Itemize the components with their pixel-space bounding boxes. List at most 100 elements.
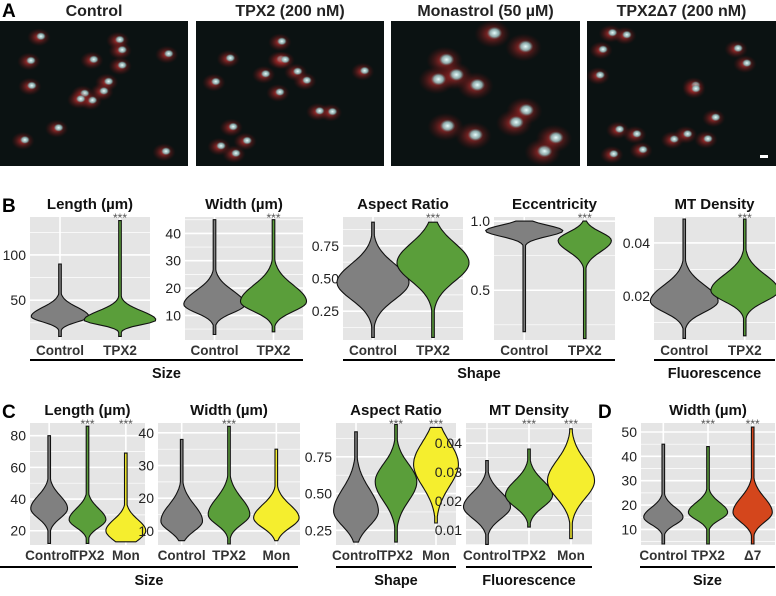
violin-TPX2 <box>239 219 308 333</box>
y-tick-label: 0.25 <box>312 303 339 319</box>
violin-TPX2 <box>504 448 554 528</box>
group-label: Size <box>134 573 163 589</box>
chromosome-blob <box>548 131 564 144</box>
y-tick-label: 0.50 <box>312 271 339 287</box>
scale-bar <box>760 155 768 158</box>
chart-title: Eccentricity <box>512 196 598 213</box>
chromosome-blob <box>517 40 534 53</box>
significance-stars: *** <box>746 417 760 431</box>
chromosome-blob <box>469 78 486 92</box>
group-label: Fluorescence <box>482 573 576 589</box>
chromosome-blob <box>690 84 701 93</box>
x-category-label: Mon <box>112 548 140 563</box>
y-tick-label: 20 <box>10 523 26 539</box>
x-category-label: Control <box>463 548 511 563</box>
chromosome-blob <box>608 149 619 158</box>
y-tick-label: 30 <box>138 458 154 474</box>
violin-Control <box>160 438 204 542</box>
chromosome-blob <box>486 26 503 40</box>
y-tick-label: 20 <box>165 280 181 296</box>
chart-title: Length (µm) <box>44 402 130 419</box>
chart-title: MT Density <box>674 196 755 213</box>
significance-stars: *** <box>738 211 752 225</box>
y-tick-label: 50 <box>10 292 26 308</box>
chromosome-blob <box>614 125 625 134</box>
violin-Control <box>30 263 90 337</box>
y-tick-label: 0.02 <box>623 288 650 304</box>
chromosome-blob <box>35 32 46 41</box>
significance-stars: *** <box>389 417 403 431</box>
violin-TPX2 <box>374 423 418 543</box>
chromosome-blob <box>314 106 325 115</box>
image-title: TPX2Δ7 (200 nM) <box>617 3 747 20</box>
y-tick-label: 0.5 <box>471 282 491 298</box>
y-tick-label: 20 <box>138 490 154 506</box>
violin-Control <box>484 220 564 333</box>
chromosome-blob <box>161 147 171 156</box>
chromosome-blob <box>230 149 241 158</box>
chromosome-blob <box>631 129 642 138</box>
chromosome-blob <box>98 86 109 95</box>
chromosome-blob <box>26 81 37 90</box>
violin-TPX2 <box>710 218 776 337</box>
y-tick-label: 30 <box>165 253 181 269</box>
chromosome-blob <box>301 76 312 85</box>
chart-title: Aspect Ratio <box>357 196 449 213</box>
x-category-label: Control <box>349 343 397 358</box>
chromosome-blob <box>117 61 128 70</box>
chromosome-blob <box>508 115 524 129</box>
chromosome-blob <box>25 56 36 65</box>
chromosome-blob <box>439 119 456 133</box>
group-label: Fluorescence <box>668 366 762 382</box>
panel-a: A Control TPX2 (200 nM) Monastrol (50 µM) TP… <box>0 1 776 167</box>
y-tick-label: 10 <box>138 523 154 539</box>
significance-stars: *** <box>426 211 440 225</box>
significance-stars: *** <box>119 417 133 431</box>
x-category-label: TPX2 <box>257 343 291 358</box>
significance-stars: *** <box>578 211 592 225</box>
chromosome-blob <box>327 107 338 116</box>
violin-Mon <box>253 448 300 542</box>
violin-Mon <box>105 452 147 543</box>
violin-Mon <box>413 426 459 524</box>
chart-title: Width (µm) <box>190 402 268 419</box>
y-tick-label: 10 <box>165 307 181 323</box>
chromosome-blob <box>225 53 236 63</box>
y-tick-label: 50 <box>621 424 637 440</box>
significance-stars: *** <box>429 417 443 431</box>
chart-B1: B Length (µm) 50 100 Control TPX2 *** <box>2 196 157 358</box>
chromosome-blob <box>228 122 239 131</box>
chromosome-blob <box>621 30 632 39</box>
chromosome-blob <box>359 66 370 75</box>
y-tick-label: 100 <box>3 247 27 263</box>
x-category-label: Mon <box>262 548 290 563</box>
y-tick-label: 0.03 <box>435 464 462 480</box>
violin-Δ7 <box>732 426 773 545</box>
chart-B2: Width (µm) 10 20 30 40 Control TPX2 *** <box>165 196 308 358</box>
x-category-label: TPX2 <box>416 343 450 358</box>
significance-stars: *** <box>222 417 236 431</box>
y-tick-label: 0.75 <box>312 238 339 254</box>
x-category-label: TPX2 <box>379 548 413 563</box>
chromosome-blob <box>280 55 291 64</box>
chart-B3: Aspect Ratio 0.25 0.50 0.75 Control TPX2 *** <box>312 196 470 358</box>
violin-Control <box>643 443 684 545</box>
chromosome-blob <box>274 87 285 97</box>
panel-label: B <box>2 196 16 217</box>
chart-C4: MT Density 0.01 0.02 0.03 0.04 Control TPX2 ***… <box>435 402 596 563</box>
chart-title: Width (µm) <box>205 196 283 213</box>
chromosome-blob <box>260 69 271 78</box>
chromosome-blob <box>163 49 174 58</box>
chart-title: MT Density <box>489 402 570 419</box>
x-category-label: TPX2 <box>568 343 602 358</box>
y-tick-label: 60 <box>10 459 26 475</box>
y-tick-label: 0.02 <box>435 493 462 509</box>
y-tick-label: 0.04 <box>623 235 650 251</box>
micrograph-image <box>391 20 580 167</box>
chart-B5: MT Density 0.02 0.04 Control TPX2 *** <box>623 196 776 358</box>
micrograph-image <box>586 21 776 166</box>
x-category-label: TPX2 <box>691 548 725 563</box>
